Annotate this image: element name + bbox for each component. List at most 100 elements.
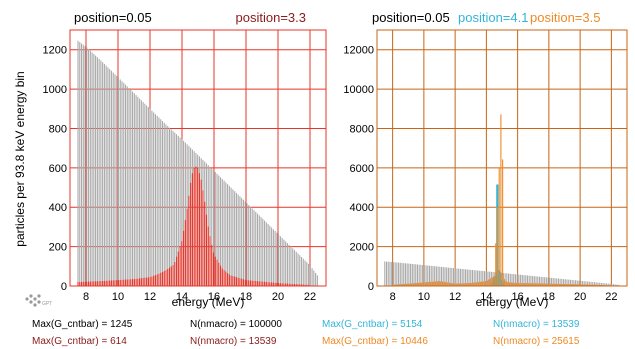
histogram-bar [128,88,130,287]
histogram-bar [522,283,524,286]
histogram-bar [170,266,172,286]
histogram-bar [102,62,104,286]
histogram-bar [311,268,313,286]
histogram-bar [142,277,144,286]
histogram-bar [392,284,394,286]
histogram-bar [483,281,485,286]
histogram-bar [487,271,489,286]
histogram-bar [461,268,463,286]
histogram-bar [418,264,420,286]
histogram-bar [438,281,440,286]
histogram-bar [534,283,536,286]
histogram-bar [419,282,421,286]
y-tick-label: 10000 [343,84,374,96]
histogram-bar [473,270,475,286]
histogram-bar [313,270,315,286]
histogram-bar [281,237,283,286]
histogram-bar [121,81,123,286]
histogram-bar [109,280,111,286]
histogram-bar [216,173,218,286]
histogram-bar [402,284,404,286]
x-tick-label: 18 [543,291,555,303]
histogram-bar [573,280,575,286]
histogram-bar [554,278,556,286]
histogram-bar [154,275,156,286]
histogram-bar [165,270,167,286]
histogram-bar [146,105,148,286]
histogram-bar [595,282,597,286]
plot-frame [69,29,327,287]
histogram-bar [450,282,452,286]
histogram-bar [502,273,504,286]
histogram-bar [447,282,449,286]
x-axis-label: energy (MeV) [172,295,245,309]
histogram-bar [153,275,155,286]
histogram-bar [211,244,213,286]
histogram-bar [279,283,281,286]
histogram-bar [533,283,535,286]
histogram-bar [308,263,310,286]
histogram-bar [413,264,415,286]
histogram-bar [598,284,600,286]
histogram-bar [225,182,227,286]
x-tick-label: 10 [112,291,124,303]
histogram-bar [586,284,588,286]
histogram-bar [158,117,160,286]
histogram-bar [124,279,127,286]
x-tick-label: 12 [449,291,461,303]
histogram-bar [575,280,577,286]
histogram-bar [158,273,160,286]
histogram-bar [295,251,297,286]
histogram-bar [502,159,504,286]
histogram-bar [498,167,500,286]
histogram-bar [220,265,222,286]
histogram-bar [430,265,432,286]
histogram-bar [256,281,259,286]
histogram-bar [181,241,183,286]
histogram-bar [557,283,559,286]
histogram-bar [412,283,414,286]
histogram-bar [306,284,308,286]
x-tick-label: 10 [418,291,430,303]
histogram-bar [476,282,478,286]
histogram-bar [511,273,513,286]
histogram-bar [140,278,142,286]
histogram-bar [432,266,434,286]
histogram-bar [452,283,454,286]
histogram-bar [576,280,578,286]
histogram-bar [491,277,493,286]
histogram-bar [176,134,178,286]
histogram-bar [156,115,158,286]
y-tick-label: 6000 [350,163,374,175]
histogram-bar [123,279,125,286]
position-label: position=3.3 [236,10,306,25]
histogram-bar [260,217,262,286]
histogram-bar [600,282,602,286]
histogram-bar [428,265,431,286]
histogram-bar [542,277,544,286]
y-tick-label: 0 [61,281,67,293]
histogram-bar [89,50,91,287]
histogram-bar [471,270,474,286]
histogram-bar [172,265,174,286]
histogram-bar [562,283,564,286]
histogram-bar [416,282,418,286]
histogram-bar [410,263,412,286]
histogram-bar [144,103,146,286]
histogram-bar [587,281,589,286]
histogram-bar [602,283,604,286]
x-tick-label: 16 [208,291,220,303]
histogram-bar [548,283,550,286]
histogram-bar [517,283,519,286]
histogram-bar [495,243,497,286]
histogram-bar [536,283,538,286]
histogram-bar [237,194,239,286]
x-tick-label: 22 [605,291,617,303]
histogram-bar [103,63,105,286]
series-2 [392,114,612,286]
histogram-bar [112,280,114,286]
histogram-bar [230,275,232,286]
histogram-bar [211,168,213,286]
histogram-bar [560,283,562,286]
histogram-bar [520,283,523,286]
